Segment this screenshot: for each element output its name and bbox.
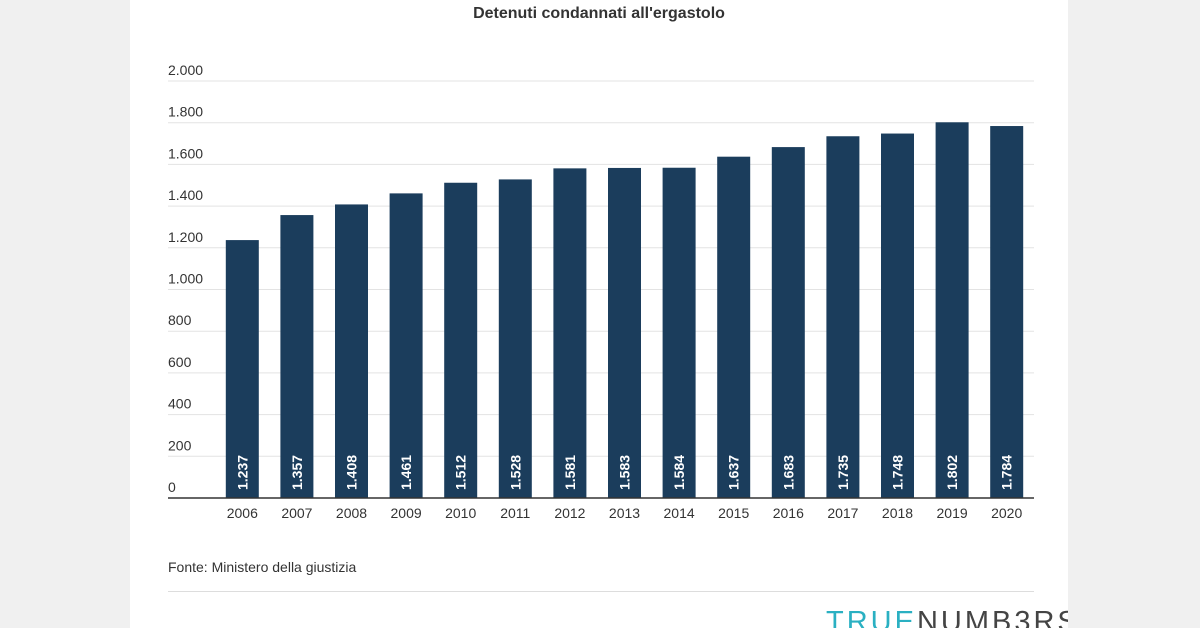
y-tick-label: 1.200 [168,229,203,245]
bar [335,204,368,498]
y-tick-label: 200 [168,437,192,453]
bar [826,136,860,498]
brand-logo-part2: NUMB3RS [916,606,1068,628]
bar [608,167,641,498]
bar-value-label: 1.528 [507,455,523,490]
divider [168,591,1034,592]
x-tick-label: 2006 [227,505,258,521]
bar-value-label: 1.637 [726,455,742,490]
brand-logo: TRUENUMB3RS [826,606,1068,628]
bar-chart: 0 200 400 600 800 1.000 1.200 1.400 1.600 1.800 2.… [168,62,1034,521]
x-tick-label: 2012 [554,505,585,521]
bar [389,193,423,498]
x-tick-label: 2011 [500,505,530,521]
bar [662,167,696,498]
bar-value-label: 1.512 [453,455,469,490]
bar [771,147,805,499]
y-tick-label: 1.400 [168,187,203,203]
bar-value-label: 1.581 [562,455,578,490]
bar-value-label: 1.583 [617,455,633,490]
x-tick-label: 2018 [882,505,913,521]
bar [498,179,532,499]
bar-value-label: 1.735 [835,455,851,490]
bar-value-label: 1.584 [671,455,687,490]
y-tick-label: 800 [168,312,192,328]
x-tick-label: 2015 [718,505,749,521]
bar-value-label: 1.357 [289,455,305,490]
bar-value-label: 1.784 [999,455,1015,490]
y-tick-label: 400 [168,396,192,412]
bar-value-label: 1.408 [344,455,360,490]
bar [444,182,478,499]
y-tick-label: 1.000 [168,271,203,287]
y-tick-label: 0 [168,479,176,495]
bar [881,133,914,499]
bar [935,122,969,499]
x-tick-label: 2020 [991,505,1022,521]
source-note: Fonte: Ministero della giustizia [168,559,357,575]
y-tick-label: 1.600 [168,145,203,161]
x-tick-label: 2017 [827,505,858,521]
x-tick-label: 2008 [336,505,367,521]
x-tick-label: 2010 [445,505,476,521]
bar [990,126,1024,498]
x-tick-label: 2013 [609,505,640,521]
y-tick-label: 600 [168,354,192,370]
bar [280,215,314,499]
bar-value-label: 1.802 [944,455,960,490]
y-tick-label: 1.800 [168,104,203,120]
bar-value-label: 1.461 [398,455,414,490]
bar [553,168,587,498]
bar [717,156,751,499]
y-tick-label: 2.000 [168,62,203,78]
bar-value-label: 1.237 [234,455,250,490]
brand-logo-part1: TRUE [826,606,917,628]
chart-title: Detenuti condannati all'ergastolo [473,5,725,22]
bar-value-label: 1.683 [780,455,796,490]
x-tick-label: 2019 [937,505,968,521]
x-tick-label: 2016 [773,505,804,521]
x-tick-label: 2014 [664,505,695,521]
x-tick-label: 2009 [391,505,422,521]
bar-value-label: 1.748 [890,455,906,490]
x-tick-label: 2007 [281,505,312,521]
chart-card: Detenuti condannati all'ergastolo 0 200 40… [130,0,1068,628]
bar [225,240,259,498]
